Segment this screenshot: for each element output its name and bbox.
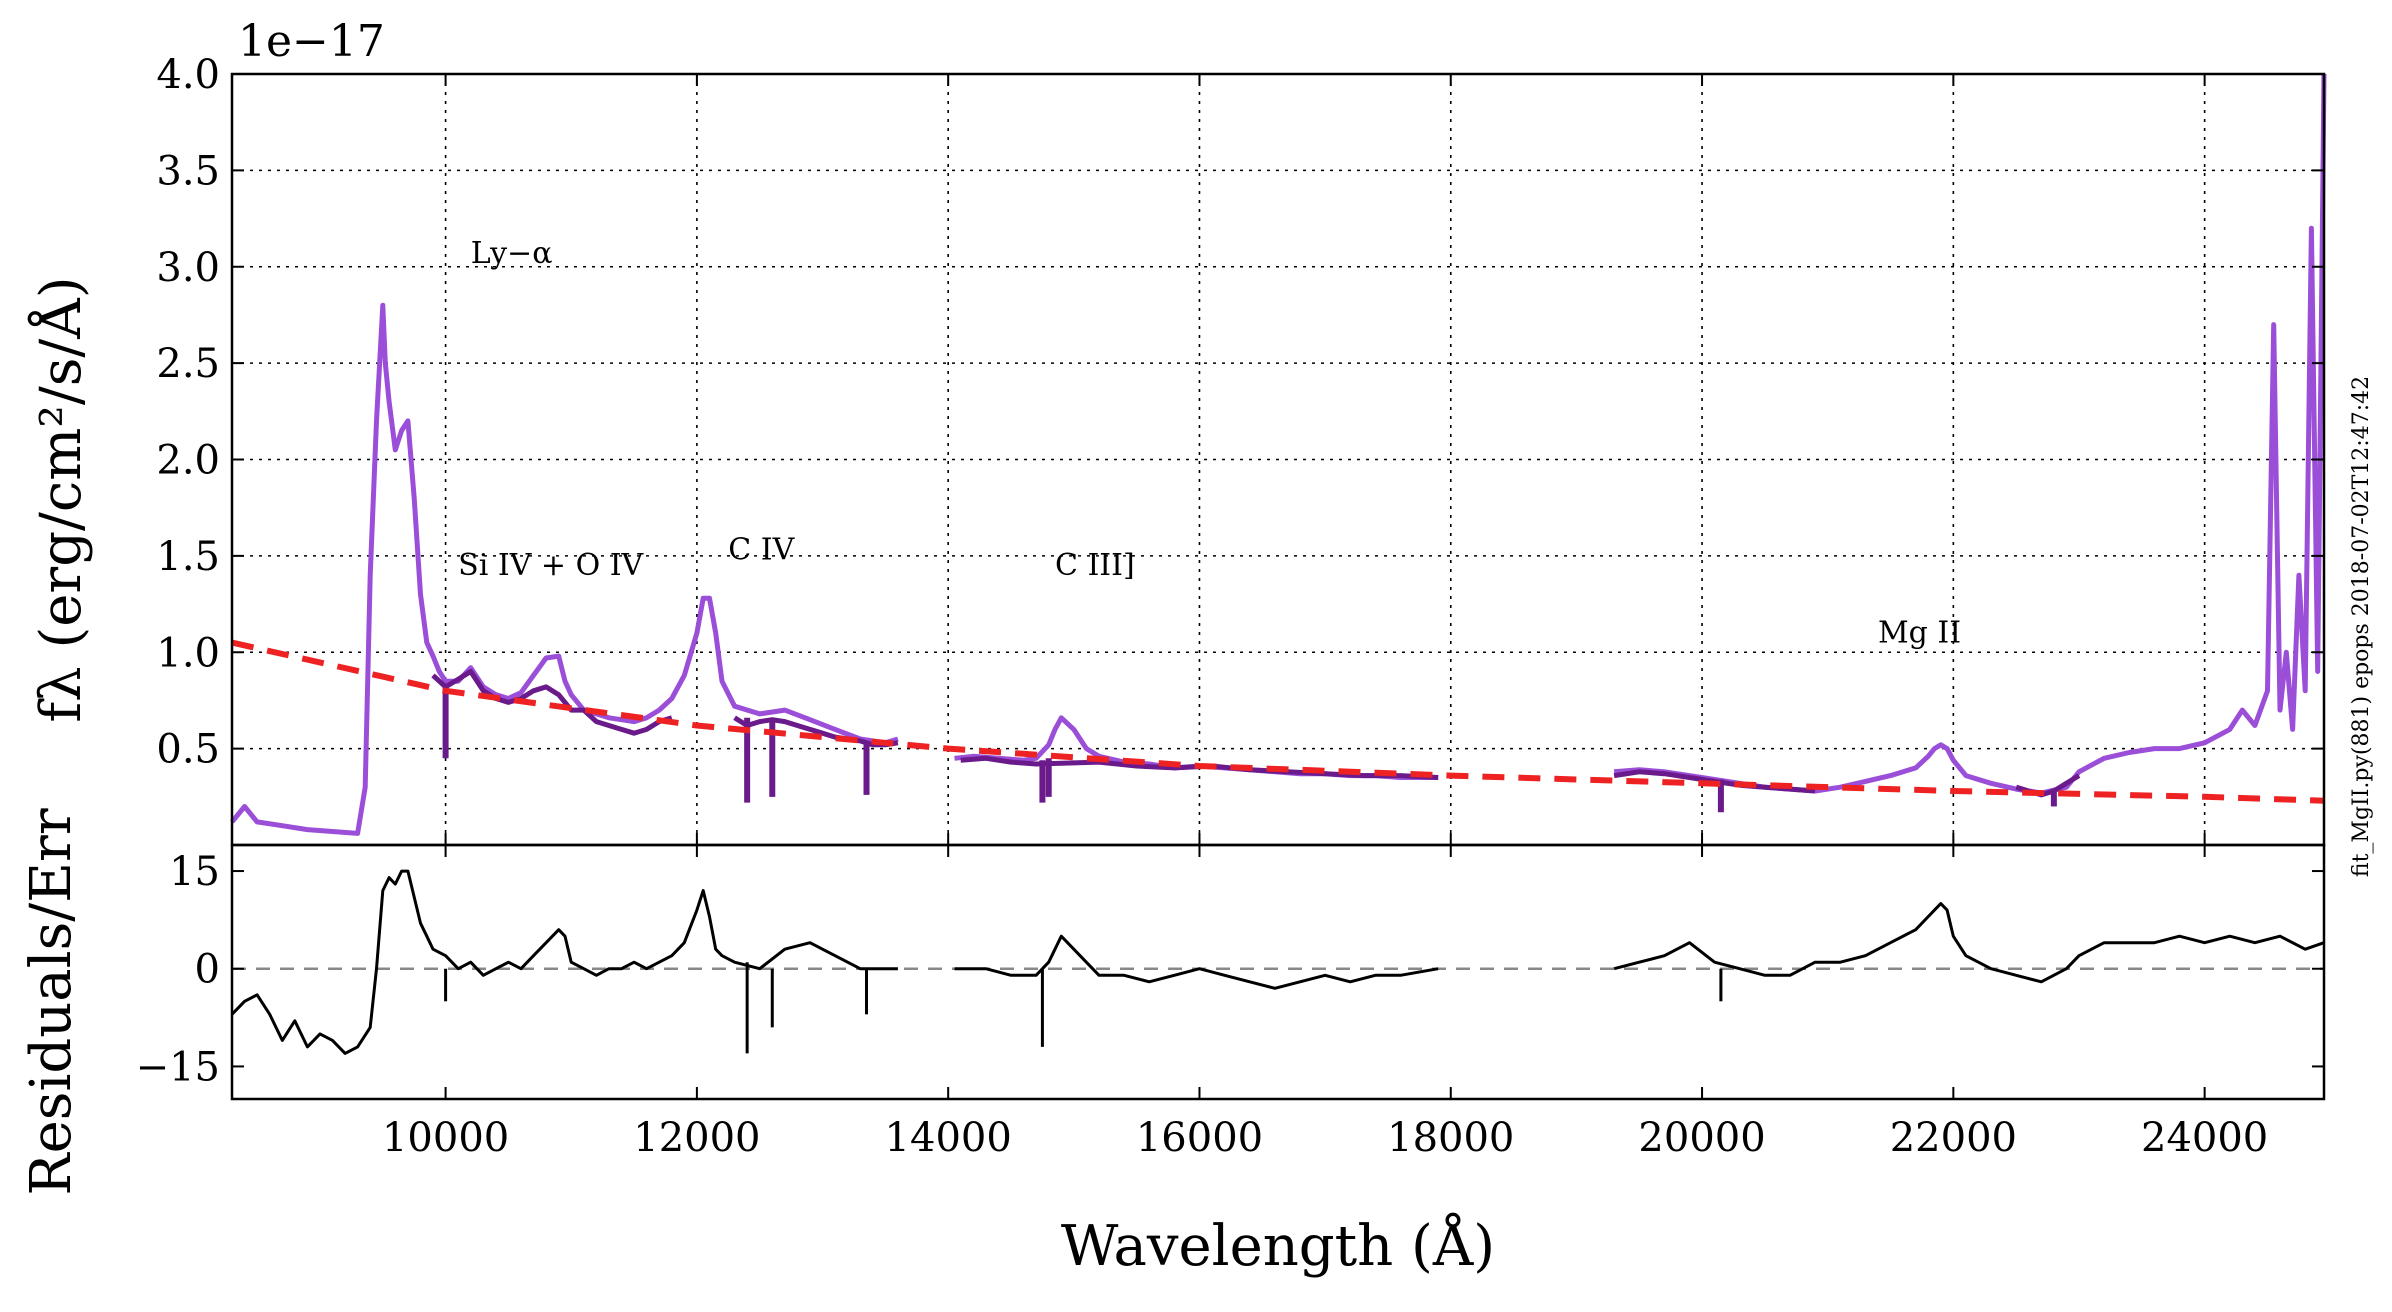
y-offset-label: 1e−17 <box>238 16 385 67</box>
flux-y-ticks: 0.5 1.0 1.5 2.0 2.5 3.0 3.5 4.0 <box>156 52 2324 773</box>
top-spectrum-dark-1 <box>431 669 673 736</box>
x-tick-label-24000: 24000 <box>2141 1115 2268 1161</box>
x-tick-label-14000: 14000 <box>885 1115 1012 1161</box>
residuals-y-ticks: −15 0 15 <box>136 849 2324 1090</box>
x-tick-label-20000: 20000 <box>1638 1115 1765 1161</box>
x-axis-label: Wavelength (Å) <box>1061 1212 1495 1279</box>
flux-x-ticks <box>444 74 2206 845</box>
top-spectrum-dark-3 <box>960 755 1439 780</box>
flux-panel: Ly−α Si IV + O IV C IV C III] Mg II 0.5 1.0 1.… <box>27 16 2327 847</box>
bottom-residuals-3 <box>1613 902 2325 984</box>
x-tick-label-16000: 16000 <box>1136 1115 1263 1161</box>
flux-y-tick-label-1.5: 1.5 <box>156 534 220 580</box>
bottom-residuals-1 <box>230 869 898 1055</box>
line-annotation-4: Mg II <box>1878 616 1961 651</box>
x-tick-label-18000: 18000 <box>1387 1115 1514 1161</box>
x-tick-label-22000: 22000 <box>1890 1115 2017 1161</box>
line-annotations: Ly−α Si IV + O IV C IV C III] Mg II <box>458 236 1961 651</box>
top-spectrum <box>230 302 899 836</box>
flux-y-tick-label-3.5: 3.5 <box>156 148 220 194</box>
residuals-plot-frame <box>230 843 2326 1101</box>
residuals-y-tick-label-0: 0 <box>195 947 220 993</box>
residuals-y-tick-label-−15: −15 <box>136 1044 220 1090</box>
x-tick-label-10000: 10000 <box>382 1115 509 1161</box>
residuals-series <box>230 869 2325 1055</box>
x-tick-label-12000: 12000 <box>633 1115 760 1161</box>
flux-y-tick-label-0.5: 0.5 <box>156 727 220 773</box>
flux-y-tick-label-4.0: 4.0 <box>156 52 220 98</box>
top-continuum-fit <box>231 639 2325 804</box>
residuals-y-tick-label-15: 15 <box>169 849 220 895</box>
flux-grid <box>232 73 2324 845</box>
residuals-y-axis-label: Residuals/Err <box>19 808 84 1195</box>
line-annotation-1: Si IV + O IV <box>458 548 644 583</box>
line-annotation-2: C IV <box>728 533 795 568</box>
flux-y-axis-label: fλ (erg/cm²/s/Å) <box>27 276 94 722</box>
residuals-panel: −15 0 15 10000 12000 14000 16000 18000 20000 220… <box>19 808 2326 1196</box>
flux-y-tick-label-1.0: 1.0 <box>156 630 220 676</box>
flux-series <box>230 73 2327 836</box>
flux-y-tick-label-2.0: 2.0 <box>156 438 220 484</box>
x-ticks: 10000 12000 14000 16000 18000 20000 22000 24000 <box>382 845 2268 1161</box>
bottom-residuals-2 <box>954 934 1439 990</box>
top-spectrum-dark-2 <box>733 715 899 748</box>
side-note: fit_MgII.py(881) epops 2018-07-02T12:47:… <box>2349 376 2374 877</box>
line-annotation-0: Ly−α <box>471 236 553 271</box>
line-annotation-3: C III] <box>1055 548 1135 583</box>
flux-y-tick-label-3.0: 3.0 <box>156 245 220 291</box>
flux-y-tick-label-2.5: 2.5 <box>156 341 220 387</box>
